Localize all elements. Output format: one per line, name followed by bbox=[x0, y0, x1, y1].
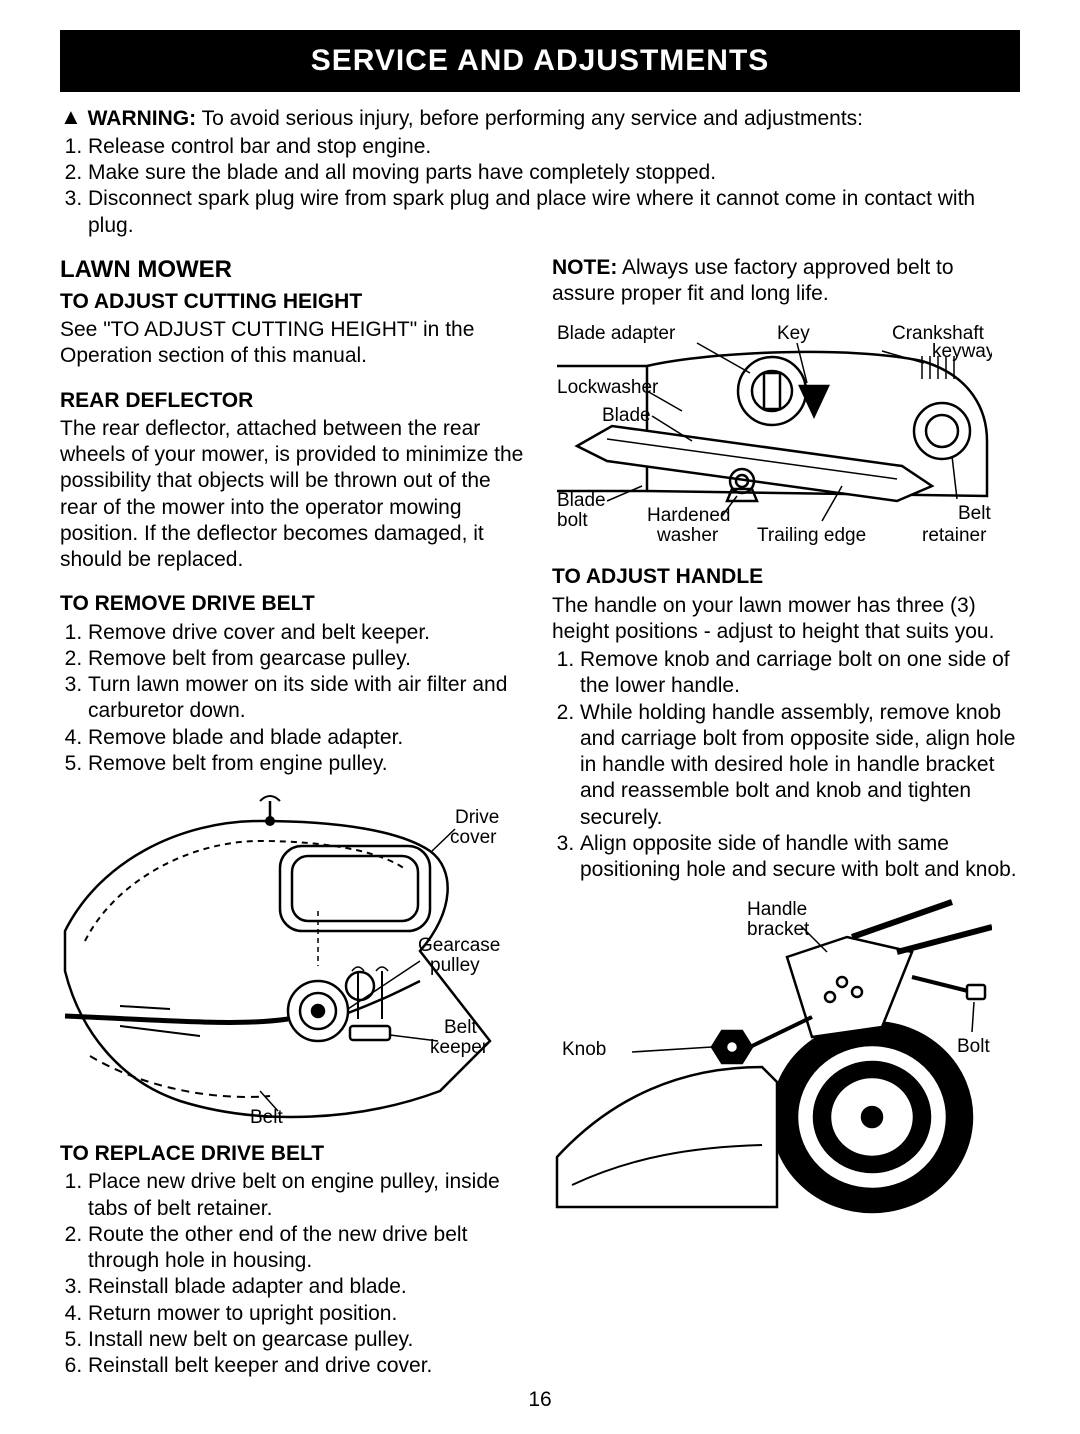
adjust-handle-heading: TO ADJUST HANDLE bbox=[552, 564, 1020, 590]
list-item: Release control bar and stop engine. bbox=[88, 134, 1020, 160]
page-number: 16 bbox=[60, 1387, 1020, 1413]
label-gearcase: Gearcase bbox=[418, 935, 500, 956]
label-belt: Belt bbox=[250, 1107, 283, 1128]
remove-belt-list: Remove drive cover and belt keeper. Remo… bbox=[60, 620, 528, 778]
list-item: Make sure the blade and all moving parts… bbox=[88, 160, 1020, 186]
label-keyway: keyway bbox=[932, 341, 992, 362]
drive-belt-figure: Drive cover Gearcase pulley Belt keeper … bbox=[60, 791, 528, 1131]
label-knob: Knob bbox=[562, 1039, 606, 1060]
label-bolt: Bolt bbox=[957, 1036, 990, 1057]
handle-adjust-diagram-icon: Handle bracket Knob Bolt bbox=[552, 897, 992, 1227]
two-column-layout: LAWN MOWER TO ADJUST CUTTING HEIGHT See … bbox=[60, 253, 1020, 1380]
belt-note: NOTE: Always use factory approved belt t… bbox=[552, 255, 1020, 308]
right-column: NOTE: Always use factory approved belt t… bbox=[552, 253, 1020, 1380]
list-item: Disconnect spark plug wire from spark pl… bbox=[88, 186, 1020, 239]
label-lockwasher: Lockwasher bbox=[557, 377, 659, 398]
list-item: Return mower to upright position. bbox=[88, 1301, 528, 1327]
drive-belt-diagram-icon: Drive cover Gearcase pulley Belt keeper … bbox=[60, 791, 500, 1131]
list-item: Route the other end of the new drive bel… bbox=[88, 1222, 528, 1275]
label-drive: Drive bbox=[455, 807, 499, 828]
rear-deflector-heading: REAR DEFLECTOR bbox=[60, 388, 528, 414]
label-retainer: retainer bbox=[922, 525, 987, 546]
label-blade-adapter: Blade adapter bbox=[557, 323, 676, 344]
label-belt2: Belt bbox=[958, 503, 991, 524]
label-key: Key bbox=[777, 323, 810, 344]
list-item: Turn lawn mower on its side with air fil… bbox=[88, 672, 528, 725]
label-trailing-edge: Trailing edge bbox=[757, 525, 866, 546]
section-banner: SERVICE AND ADJUSTMENTS bbox=[60, 30, 1020, 92]
list-item: Install new belt on gearcase pulley. bbox=[88, 1327, 528, 1353]
label-blade: Blade bbox=[602, 405, 651, 426]
warning-block: ▲ WARNING: To avoid serious injury, befo… bbox=[60, 104, 1020, 239]
list-item: Align opposite side of handle with same … bbox=[580, 831, 1020, 884]
lawn-mower-heading: LAWN MOWER bbox=[60, 255, 528, 285]
cutting-height-heading: TO ADJUST CUTTING HEIGHT bbox=[60, 289, 528, 315]
warning-label: WARNING: bbox=[88, 107, 197, 130]
adjust-handle-list: Remove knob and carriage bolt on one sid… bbox=[552, 647, 1020, 883]
blade-assembly-figure: Blade adapter Key Crankshaft keyway Lock… bbox=[552, 321, 1020, 546]
list-item: Reinstall blade adapter and blade. bbox=[88, 1274, 528, 1300]
note-label: NOTE: bbox=[552, 256, 617, 279]
warning-list: Release control bar and stop engine. Mak… bbox=[60, 134, 1020, 239]
list-item: Remove drive cover and belt keeper. bbox=[88, 620, 528, 646]
label-cover: cover bbox=[450, 827, 497, 848]
label-handle-l2: bracket bbox=[747, 919, 810, 940]
handle-adjust-figure: Handle bracket Knob Bolt bbox=[552, 897, 1020, 1227]
cutting-height-text: See "TO ADJUST CUTTING HEIGHT" in the Op… bbox=[60, 317, 528, 370]
list-item: Remove blade and blade adapter. bbox=[88, 725, 528, 751]
left-column: LAWN MOWER TO ADJUST CUTTING HEIGHT See … bbox=[60, 253, 528, 1380]
list-item: Remove knob and carriage bolt on one sid… bbox=[580, 647, 1020, 700]
label-blade-bolt-1: Blade bbox=[557, 490, 606, 511]
remove-belt-heading: TO REMOVE DRIVE BELT bbox=[60, 591, 528, 617]
list-item: Place new drive belt on engine pulley, i… bbox=[88, 1169, 528, 1222]
warning-triangle-icon: ▲ bbox=[60, 103, 82, 131]
label-hardened: Hardened bbox=[647, 505, 730, 526]
label-blade-bolt-2: bolt bbox=[557, 510, 588, 531]
label-keeper: keeper bbox=[430, 1037, 489, 1058]
list-item: Reinstall belt keeper and drive cover. bbox=[88, 1353, 528, 1379]
label-washer: washer bbox=[656, 525, 719, 546]
list-item: Remove belt from engine pulley. bbox=[88, 751, 528, 777]
warning-text: To avoid serious injury, before performi… bbox=[196, 107, 863, 130]
label-belt-l1: Belt bbox=[444, 1017, 477, 1038]
rear-deflector-text: The rear deflector, attached between the… bbox=[60, 416, 528, 574]
replace-belt-heading: TO REPLACE DRIVE BELT bbox=[60, 1141, 528, 1167]
blade-assembly-diagram-icon: Blade adapter Key Crankshaft keyway Lock… bbox=[552, 321, 992, 546]
label-pulley: pulley bbox=[430, 955, 480, 976]
label-handle-l1: Handle bbox=[747, 899, 807, 920]
adjust-handle-intro: The handle on your lawn mower has three … bbox=[552, 593, 1020, 646]
list-item: Remove belt from gearcase pulley. bbox=[88, 646, 528, 672]
list-item: While holding handle assembly, remove kn… bbox=[580, 700, 1020, 831]
warning-heading: ▲ WARNING: To avoid serious injury, befo… bbox=[60, 104, 1020, 132]
replace-belt-list: Place new drive belt on engine pulley, i… bbox=[60, 1169, 528, 1379]
